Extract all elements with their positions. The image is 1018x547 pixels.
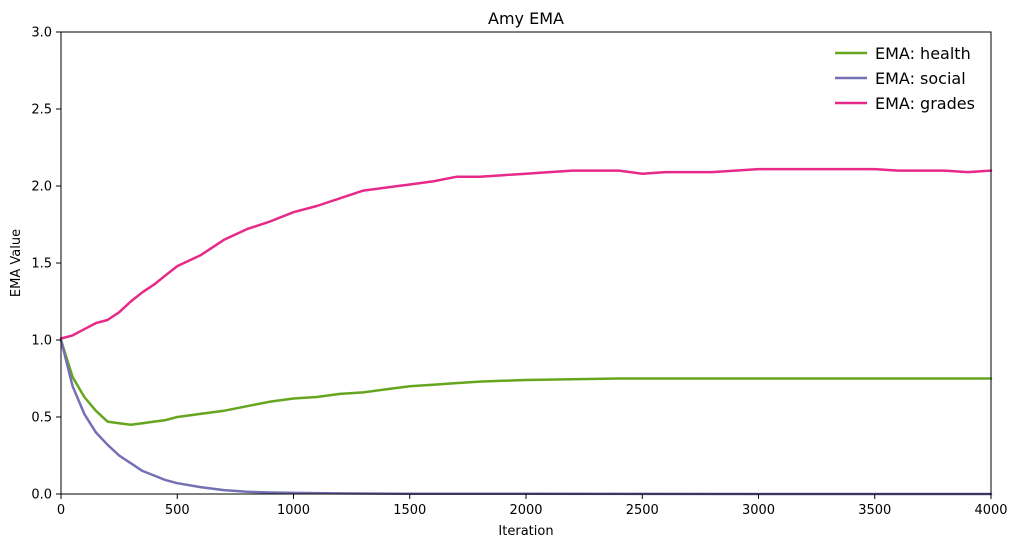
series-line-2 xyxy=(59,167,993,340)
y-tick-label: 1.5 xyxy=(31,257,52,272)
axes-layer: 0 500 1000 1500 2000 2500 3000 3500 4000 0.0 0.5 1.… xyxy=(31,26,1007,519)
legend-label-0: EMA: health xyxy=(875,44,971,63)
x-tick-label: 3000 xyxy=(742,503,775,518)
series-line-0 xyxy=(59,338,993,426)
series-line-1 xyxy=(59,338,993,496)
x-tick-label: 2500 xyxy=(626,503,659,518)
x-axis-label: Iteration xyxy=(498,524,553,539)
x-tick-label: 2000 xyxy=(509,503,542,518)
y-tick-label: 0.5 xyxy=(31,411,52,426)
y-tick-label: 2.5 xyxy=(31,103,52,118)
legend: EMA: health EMA: social EMA: grades xyxy=(835,44,975,113)
x-tick-label: 4000 xyxy=(974,503,1007,518)
y-axis-label: EMA Value xyxy=(9,229,24,297)
chart-title: Amy EMA xyxy=(488,9,564,28)
series-layer xyxy=(59,167,993,496)
legend-label-1: EMA: social xyxy=(875,69,966,88)
x-tick-label: 0 xyxy=(57,503,65,518)
x-tick-label: 3500 xyxy=(858,503,891,518)
y-tick-label: 2.0 xyxy=(31,180,52,195)
y-tick-label: 3.0 xyxy=(31,26,52,41)
x-tick-label: 1000 xyxy=(277,503,310,518)
y-tick-label: 0.0 xyxy=(31,488,52,503)
y-tick-label: 1.0 xyxy=(31,334,52,349)
x-tick-label: 500 xyxy=(165,503,190,518)
legend-label-2: EMA: grades xyxy=(875,94,975,113)
plot-frame xyxy=(60,31,992,495)
x-tick-label: 1500 xyxy=(393,503,426,518)
